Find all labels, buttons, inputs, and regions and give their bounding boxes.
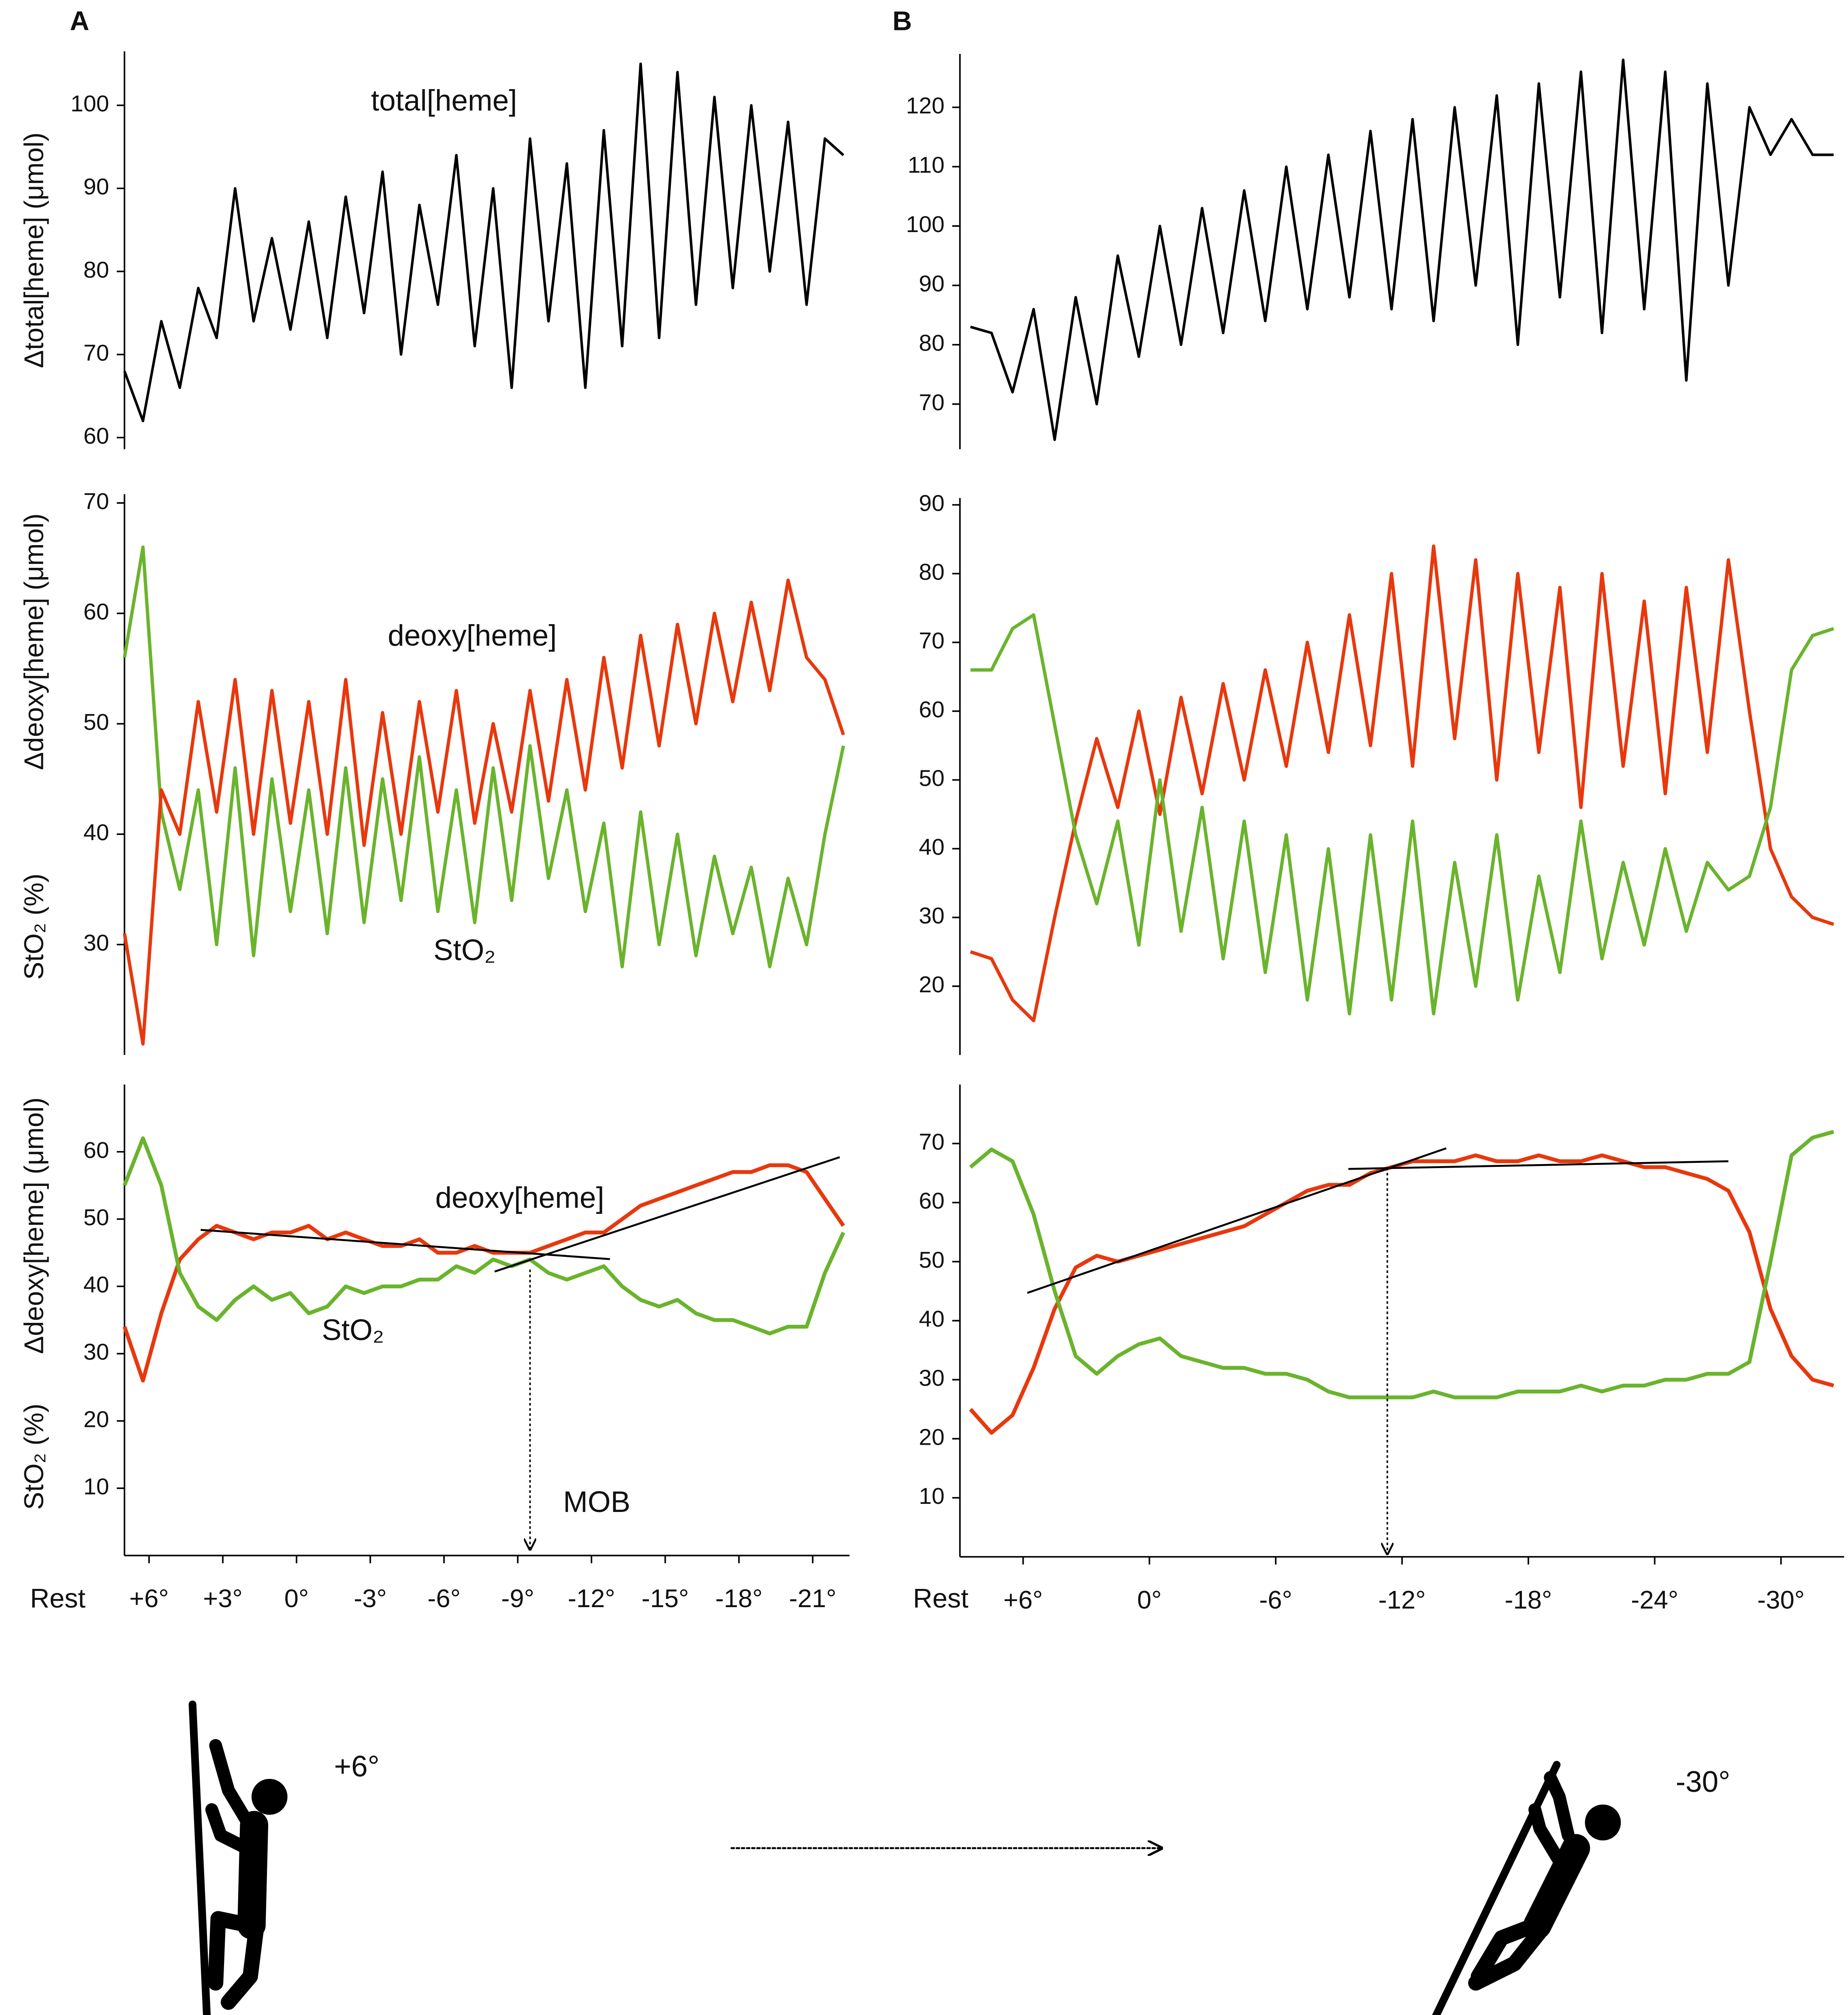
x-tick-label: -12° [568,1584,615,1613]
y-tick-label: 70 [83,488,109,514]
angle-label: +6° [334,1750,380,1783]
y-tick-label: 60 [83,1137,109,1163]
y-tick-label: 50 [83,709,109,735]
y-tick-label: 60 [83,423,109,449]
y-tick-label: 100 [70,91,109,117]
rest-label: Rest [913,1584,969,1614]
x-tick-label: -6° [1259,1586,1292,1614]
series-line [123,62,845,422]
x-tick-label: 0° [1137,1586,1162,1614]
y-tick-label: 70 [919,390,944,416]
series-line [970,613,1834,1016]
y-tick-label: 80 [919,559,944,585]
x-tick-label: +3° [203,1584,243,1613]
x-tick-label: -9° [501,1584,534,1613]
climber-right [1468,1771,1621,1991]
x-tick-label: -3° [354,1584,387,1613]
y-tick-label: 10 [83,1473,109,1499]
x-tick-label: -30° [1757,1586,1805,1614]
y-tick-label: 30 [919,1365,944,1391]
x-tick-label: 0° [284,1584,309,1613]
y-tick-label: 60 [919,1188,944,1214]
series-line [123,578,845,1046]
y-tick-label: 70 [83,340,109,366]
x-tick-label: -24° [1631,1586,1678,1614]
series-line [970,58,1834,441]
y-tick-label: 100 [906,211,945,237]
y-axis-label: StO₂ (%) [19,1403,49,1510]
x-tick-label: -15° [642,1584,689,1613]
x-tick-label: -21° [789,1584,837,1613]
y-axis-label: StO₂ (%) [19,874,49,980]
y-tick-label: 50 [919,765,944,791]
y-tick-label: 90 [919,271,944,297]
y-axis-label: Δdeoxy[heme] (μmol) [19,514,49,770]
y-tick-label: 50 [83,1205,109,1230]
y-tick-label: 30 [83,1339,109,1365]
series-line [970,544,1834,1022]
y-tick-label: 80 [83,257,109,283]
y-tick-label: 20 [919,1424,944,1450]
annotation: total[heme] [371,84,517,117]
y-tick-label: 110 [908,152,945,178]
trend-line [201,1229,610,1260]
y-tick-label: 60 [919,697,944,723]
y-tick-label: 20 [919,972,944,998]
annotation: MOB [563,1486,630,1518]
y-tick-label: 90 [919,490,944,516]
series-line [969,1153,1834,1435]
y-tick-label: 30 [919,903,944,929]
y-tick-label: 40 [83,820,109,846]
climber-left [205,1739,288,2010]
trend-line [1027,1147,1447,1294]
x-tick-label: -18° [715,1584,763,1613]
y-tick-label: 40 [83,1272,109,1298]
angle-label: -30° [1676,1766,1730,1798]
panel-label: A [70,6,89,36]
annotation: deoxy[heme] [435,1181,604,1214]
y-tick-label: 70 [919,1129,944,1155]
y-tick-label: 80 [919,330,944,356]
y-axis-label: Δdeoxy[heme] (μmol) [19,1097,49,1354]
x-tick-label: -12° [1379,1586,1426,1614]
rest-label: Rest [30,1584,85,1614]
x-tick-label: -18° [1504,1586,1552,1614]
y-tick-label: 40 [919,834,944,860]
x-tick-label: +6° [1003,1586,1043,1614]
y-tick-label: 50 [919,1247,944,1273]
y-tick-label: 40 [919,1306,944,1332]
x-tick-label: -6° [427,1584,461,1613]
y-tick-label: 10 [919,1483,944,1509]
y-tick-label: 20 [83,1406,109,1432]
annotation: StO₂ [322,1313,384,1346]
trend-line [494,1156,840,1273]
wall [188,1700,211,2015]
y-axis-label: Δtotal[heme] (μmol) [19,132,49,368]
y-tick-label: 90 [83,174,109,200]
x-tick-label: +6° [129,1584,169,1613]
series-line [123,545,845,968]
trend-line [1348,1160,1728,1170]
y-tick-label: 120 [906,93,945,119]
annotation: deoxy[heme] [388,619,557,652]
y-tick-label: 30 [83,930,109,956]
panel-label: B [892,6,912,36]
annotation: StO₂ [433,934,496,966]
series-line [969,1130,1834,1399]
series-line [122,1136,845,1336]
y-tick-label: 60 [83,599,109,625]
illustration [188,1700,1621,2015]
y-tick-label: 70 [919,628,944,654]
